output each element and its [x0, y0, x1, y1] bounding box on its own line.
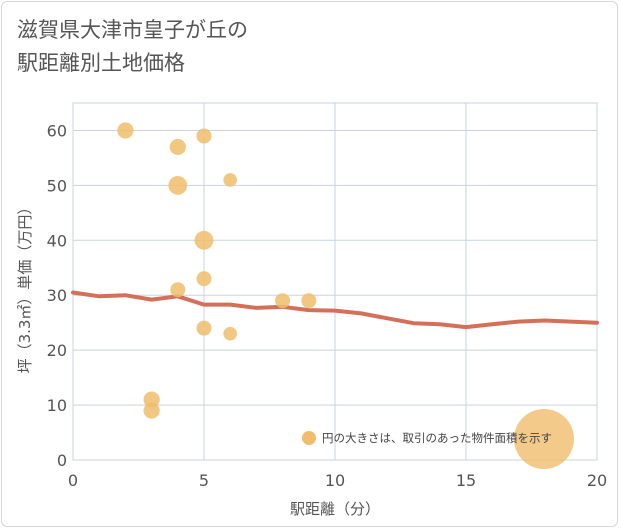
grid-lines — [72, 102, 598, 461]
data-point — [117, 122, 134, 139]
x-tick-label: 10 — [325, 471, 345, 490]
x-axis-label: 駅距離（分） — [290, 500, 380, 518]
data-point — [223, 326, 237, 341]
legend-text: 円の大きさは、取引のあった物件面積を示す — [322, 431, 552, 445]
data-point — [170, 282, 186, 298]
x-tick-label: 5 — [199, 471, 209, 490]
data-point — [223, 173, 237, 187]
data-point — [196, 271, 212, 287]
chart-title: 滋賀県大津市皇子が丘の 駅距離別土地価格 — [17, 14, 248, 80]
x-tick-labels: 0 5 10 15 20 — [68, 471, 607, 490]
x-tick-label: 15 — [456, 471, 476, 490]
legend-bubble-large — [514, 409, 574, 469]
data-point — [196, 320, 212, 336]
data-point — [169, 138, 186, 156]
data-point — [168, 175, 188, 195]
y-tick-labels: 0 10 20 30 40 50 60 — [47, 121, 67, 470]
x-tick-label: 0 — [68, 471, 78, 490]
data-points — [117, 122, 317, 419]
legend: 円の大きさは、取引のあった物件面積を示す — [302, 409, 574, 469]
data-point — [275, 293, 291, 309]
chart-title-line-2: 駅距離別土地価格 — [17, 51, 185, 75]
y-tick-label: 20 — [47, 341, 67, 360]
legend-bubble-small — [302, 431, 316, 445]
data-point — [143, 402, 160, 419]
y-tick-label: 0 — [57, 451, 67, 470]
data-point — [196, 128, 212, 144]
data-point — [301, 293, 317, 309]
y-tick-label: 30 — [47, 286, 67, 305]
data-point — [194, 230, 214, 250]
y-tick-label: 40 — [47, 231, 67, 250]
trend-line — [71, 290, 599, 330]
chart-title-line-1: 滋賀県大津市皇子が丘の — [17, 18, 248, 42]
y-tick-label: 60 — [47, 121, 67, 140]
x-tick-label: 20 — [587, 471, 607, 490]
y-tick-label: 50 — [47, 176, 67, 195]
y-tick-label: 10 — [47, 396, 67, 415]
trend-line-group — [71, 290, 599, 330]
y-axis-label: 坪（3.3㎡）単価（万円） — [16, 200, 34, 374]
